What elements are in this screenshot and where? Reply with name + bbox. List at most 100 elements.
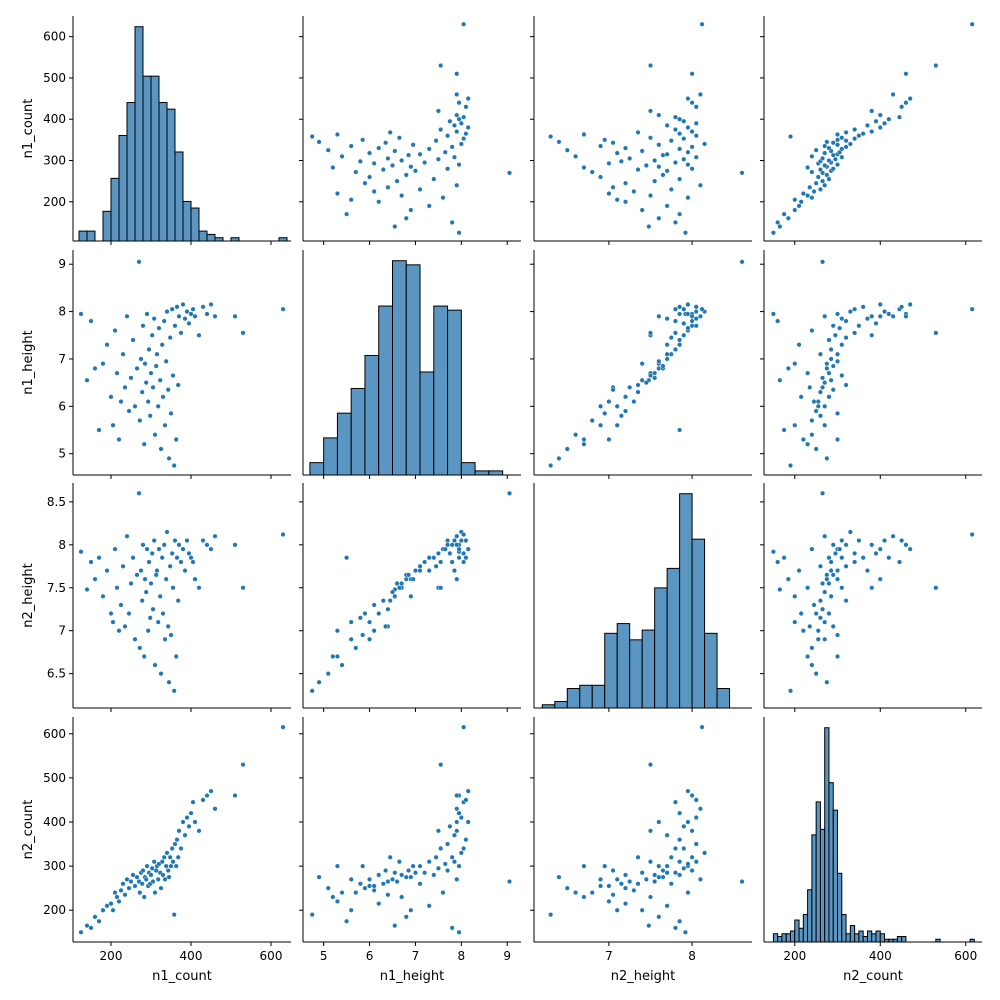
scatter-point — [114, 585, 120, 591]
scatter-point — [813, 408, 819, 414]
scatter-point — [839, 585, 845, 591]
scatter-point — [828, 377, 834, 383]
panel-n2_height-vs-n1_count — [69, 483, 291, 712]
scatter-point — [837, 325, 843, 331]
scatter-point — [903, 313, 909, 319]
scatter-point — [371, 883, 377, 889]
scatter-point — [367, 876, 373, 882]
scatter-point — [832, 156, 838, 162]
scatter-point — [208, 788, 214, 794]
scatter-point — [212, 533, 218, 539]
scatter-point — [627, 879, 633, 885]
scatter-point — [163, 358, 169, 364]
scatter-point — [148, 370, 154, 376]
scatter-point — [903, 542, 909, 548]
scatter-point — [689, 100, 695, 106]
y-tick-label: 7.5 — [47, 581, 66, 595]
scatter-point — [456, 116, 462, 122]
hist-bar — [841, 914, 847, 943]
scatter-point — [647, 762, 653, 768]
scatter-point — [387, 598, 393, 604]
scatter-point — [208, 546, 214, 552]
hist-bar — [641, 629, 656, 709]
scatter-point — [438, 63, 444, 69]
scatter-point — [672, 845, 678, 851]
scatter-point — [664, 356, 670, 362]
scatter-point — [664, 863, 670, 869]
scatter-point — [681, 865, 687, 871]
hist-bar — [198, 230, 208, 242]
scatter-point — [788, 463, 794, 469]
scatter-point — [357, 615, 363, 621]
scatter-point — [348, 143, 354, 149]
scatter-point — [660, 172, 666, 178]
scatter-point — [162, 876, 168, 882]
y-tick-label: 7 — [58, 624, 66, 638]
scatter-point — [385, 155, 391, 161]
panel-n1_count-vs-n1_count — [69, 16, 291, 245]
scatter-point — [204, 542, 210, 548]
hist-bar — [364, 354, 380, 476]
scatter-point — [431, 176, 437, 182]
scatter-point — [610, 892, 616, 898]
scatter-point — [114, 894, 120, 900]
scatter-point — [435, 828, 441, 834]
scatter-point — [151, 316, 157, 322]
scatter-point — [435, 156, 441, 162]
scatter-point — [805, 653, 811, 659]
scatter-point — [826, 394, 832, 400]
scatter-point — [178, 330, 184, 336]
scatter-point — [451, 859, 457, 865]
y-tick-label: 9 — [58, 257, 66, 271]
scatter-point — [813, 147, 819, 153]
scatter-point — [151, 859, 157, 865]
scatter-point — [907, 96, 913, 102]
scatter-point — [826, 145, 832, 151]
scatter-point — [169, 550, 175, 556]
scatter-point — [175, 854, 181, 860]
scatter-point — [839, 342, 845, 348]
panel-n2_count-vs-n1_height — [299, 717, 521, 946]
x-tick-label: 9 — [503, 949, 511, 963]
scatter-point — [163, 863, 169, 869]
scatter-point — [120, 563, 126, 569]
scatter-point — [864, 122, 870, 128]
scatter-point — [664, 870, 670, 876]
scatter-point — [410, 863, 416, 869]
scatter-point — [677, 872, 683, 878]
scatter-point — [461, 136, 467, 142]
scatter-point — [456, 810, 462, 816]
scatter-point — [385, 184, 391, 190]
scatter-point — [693, 797, 699, 803]
scatter-point — [408, 907, 414, 913]
scatter-point — [689, 318, 695, 324]
scatter-point — [647, 63, 653, 69]
x-axis-label: n1_count — [152, 969, 212, 984]
hist-bar — [901, 936, 907, 943]
scatter-point — [180, 301, 186, 307]
scatter-point — [685, 195, 691, 201]
scatter-point — [124, 876, 130, 882]
scatter-point — [431, 555, 437, 561]
scatter-point — [852, 550, 858, 556]
scatter-point — [677, 427, 683, 433]
scatter-point — [412, 168, 418, 174]
scatter-point — [822, 619, 828, 625]
scatter-point — [614, 197, 620, 203]
scatter-point — [677, 337, 683, 343]
scatter-point — [440, 195, 446, 201]
scatter-point — [652, 872, 658, 878]
scatter-point — [835, 351, 841, 357]
scatter-point — [445, 538, 451, 544]
scatter-point — [204, 311, 210, 317]
scatter-point — [339, 890, 345, 896]
scatter-point — [807, 184, 813, 190]
scatter-point — [152, 890, 158, 896]
scatter-point — [150, 879, 156, 885]
scatter-point — [92, 365, 98, 371]
scatter-point — [856, 538, 862, 544]
scatter-point — [208, 301, 214, 307]
scatter-point — [805, 165, 811, 171]
hist-bar — [126, 102, 136, 242]
